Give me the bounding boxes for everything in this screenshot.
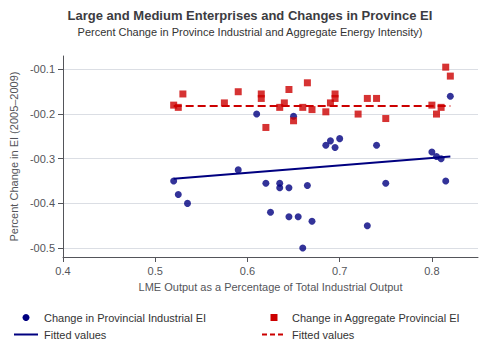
svg-text:-00.5: -00.5 <box>30 242 55 254</box>
svg-text:-00.3: -00.3 <box>30 153 55 165</box>
svg-text:LME Output as a Percentage of: LME Output as a Percentage of Total Indu… <box>139 281 403 293</box>
svg-text:Percent Change in Province Ind: Percent Change in Province Industrial an… <box>78 26 423 38</box>
svg-text:-00.2: -00.2 <box>30 108 55 120</box>
svg-text:Large and Medium Enterprises a: Large and Medium Enterprises and Changes… <box>68 8 433 23</box>
svg-text:0.7: 0.7 <box>332 265 347 277</box>
svg-text:Change in Aggregate Provincial: Change in Aggregate Provincial EI <box>292 312 460 324</box>
svg-text:0.6: 0.6 <box>240 265 255 277</box>
svg-text:0.5: 0.5 <box>148 265 163 277</box>
svg-text:0.8: 0.8 <box>424 265 439 277</box>
svg-text:Percent Change in EI (2005–200: Percent Change in EI (2005–2009) <box>8 71 20 241</box>
svg-text:Change in Provincial Industria: Change in Provincial Industrial EI <box>44 312 206 324</box>
svg-text:-00.4: -00.4 <box>30 197 55 209</box>
svg-text:0.4: 0.4 <box>55 265 70 277</box>
svg-text:-00.1: -00.1 <box>30 63 55 75</box>
svg-text:Fitted values: Fitted values <box>292 329 355 341</box>
svg-text:Fitted values: Fitted values <box>44 329 107 341</box>
